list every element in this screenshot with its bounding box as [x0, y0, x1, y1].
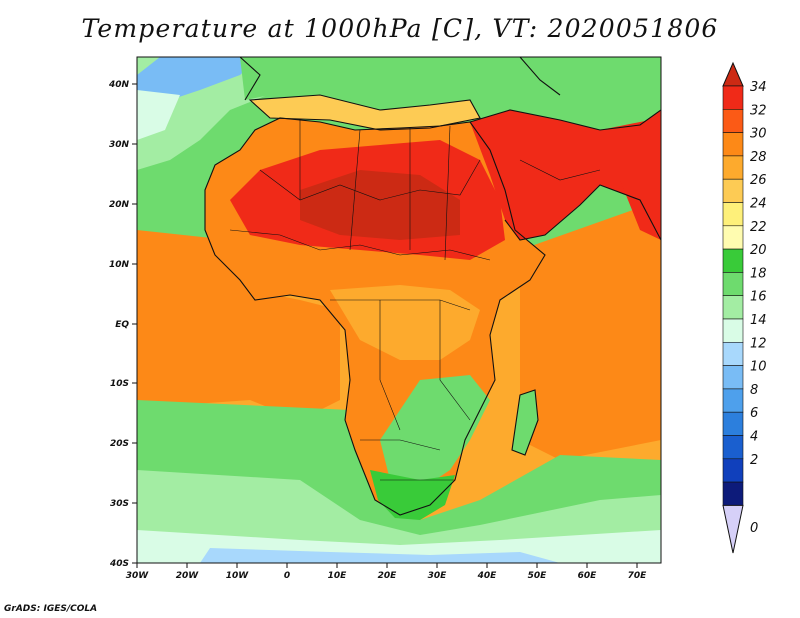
colorbar-label: 16 — [750, 290, 767, 305]
y-tick-label: 30N — [109, 140, 130, 150]
colorbar-label: 24 — [750, 197, 767, 212]
colorbar-swatch — [722, 458, 744, 483]
y-tick-label: 10N — [109, 260, 130, 270]
colorbar-swatch — [722, 202, 744, 227]
colorbar-bottom-arrow — [722, 504, 744, 554]
y-tick-label: 30S — [110, 499, 129, 509]
colorbar-label: 10 — [750, 360, 767, 375]
y-tick-label: EQ — [115, 320, 129, 330]
colorbar-swatch — [722, 388, 744, 413]
x-tick-label: 50E — [528, 571, 548, 581]
colorbar-swatch — [722, 155, 744, 180]
colorbar-swatch — [722, 109, 744, 133]
india-land — [600, 115, 661, 240]
colorbar-label: 34 — [750, 80, 767, 95]
colorbar-label: 8 — [750, 383, 758, 398]
colorbar-swatch — [722, 248, 744, 273]
y-tick-label: 20S — [110, 439, 129, 449]
grads-credit: GrADS: IGES/COLA — [4, 604, 98, 614]
colorbar-swatch — [722, 225, 744, 250]
colorbar-label: 12 — [750, 336, 767, 351]
colorbar-label: 26 — [750, 173, 767, 188]
map-title: Temperature at 1000hPa [C], VT: 20200518… — [81, 14, 719, 43]
colorbar-swatch — [722, 318, 744, 343]
country-borders — [229, 120, 601, 481]
north-atlantic-light — [137, 90, 180, 140]
x-tick-label: 40E — [477, 571, 498, 581]
x-tick-label: 30E — [428, 571, 448, 581]
x-tick-label: 30W — [126, 571, 150, 581]
x-tick-label: 20E — [378, 571, 398, 581]
east-africa-green — [380, 375, 490, 490]
colorbar-top-arrow — [722, 61, 744, 87]
north-atlantic-blue — [137, 57, 260, 120]
colorbar-label: 30 — [750, 127, 767, 142]
colorbar: 34 32 30 28 26 24 22 20 18 16 14 12 10 8… — [722, 61, 767, 554]
mediterranean — [250, 95, 480, 130]
colorbar-swatch — [722, 295, 744, 320]
colorbar-label: 28 — [750, 150, 767, 165]
tropical-ocean-east — [520, 200, 661, 460]
colorbar-swatch — [722, 435, 744, 460]
colorbar-label: 18 — [750, 266, 767, 281]
axis-ticks — [132, 83, 638, 568]
colorbar-swatch — [722, 132, 744, 157]
map-plot-area — [137, 57, 661, 563]
y-tick-label: 10S — [110, 379, 129, 389]
colorbar-swatch — [722, 411, 744, 436]
colorbar-label: 14 — [750, 313, 767, 328]
colorbar-label: 4 — [750, 430, 758, 445]
colorbar-swatch — [722, 272, 744, 296]
colorbar-swatch — [722, 341, 744, 366]
x-tick-label: 20W — [176, 571, 200, 581]
y-tick-label: 20N — [109, 200, 130, 210]
y-tick-label: 40N — [108, 80, 130, 90]
europe-land — [240, 57, 560, 105]
colorbar-label: 22 — [750, 220, 767, 235]
colorbar-swatch — [722, 481, 744, 506]
central-africa-warm — [330, 285, 480, 360]
sahara-core — [300, 170, 460, 240]
colorbar-swatch — [722, 365, 744, 390]
x-tick-label: 10E — [328, 571, 348, 581]
x-tick-label: 0 — [284, 571, 290, 581]
colorbar-label: 32 — [750, 103, 767, 118]
colorbar-label: 6 — [750, 406, 758, 421]
south-africa-green — [370, 470, 455, 520]
colorbar-label: 20 — [750, 243, 767, 258]
colorbar-swatch — [722, 85, 744, 110]
tropical-ocean-west — [137, 230, 340, 420]
x-tick-label: 10W — [226, 571, 250, 581]
x-tick-label: 60E — [578, 571, 598, 581]
colorbar-label: 0 — [750, 521, 758, 536]
ocean-south-blue — [200, 548, 560, 563]
y-tick-label: 40S — [109, 559, 129, 569]
colorbar-swatch — [722, 178, 744, 203]
x-tick-label: 70E — [628, 571, 648, 581]
coastlines — [204, 57, 661, 516]
colorbar-label: 2 — [750, 453, 758, 468]
plot-frame — [136, 56, 662, 564]
